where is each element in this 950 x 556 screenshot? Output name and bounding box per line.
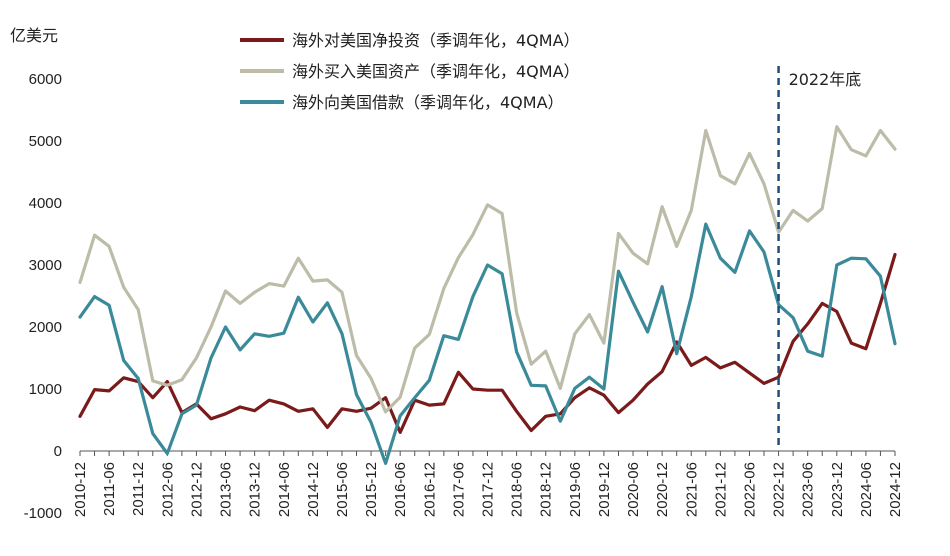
x-tick-label: 2013-06 [218,462,235,517]
y-tick-label: 5000 [29,133,62,150]
series-line-1 [78,252,897,434]
x-tick-label: 2021-12 [712,462,729,517]
x-tick-label: 2020-06 [625,462,642,517]
series-layer [78,125,897,465]
series-line-2 [78,125,897,414]
legend-label-3: 海外向美国借款（季调年化，4QMA） [292,93,564,112]
legend: 海外对美国净投资（季调年化，4QMA） 海外买入美国资产（季调年化，4QMA） 海外… [240,31,580,112]
x-tick-label: 2022-12 [771,462,788,517]
x-tick-label: 2017-06 [450,462,467,517]
x-tick-label: 2017-12 [480,462,497,517]
x-tick-label: 2021-06 [683,462,700,517]
annotation-label: 2022年底 [789,70,862,89]
x-tick-label: 2015-12 [363,462,380,517]
y-tick-label: 1000 [29,381,62,398]
y-tick-label: 2000 [29,319,62,336]
x-tick-label: 2023-12 [829,462,846,517]
x-tick-label: 2014-12 [305,462,322,517]
y-tick-label: 3000 [29,257,62,274]
x-tick-label: 2014-06 [276,462,293,517]
x-tick-label: 2023-06 [800,462,817,517]
legend-label-1: 海外对美国净投资（季调年化，4QMA） [292,31,580,50]
annotation-layer: 2022年底 [777,66,862,446]
x-tick-label: 2024-12 [887,462,904,517]
x-tick-label: 2024-06 [858,462,875,517]
y-axis-unit-label: 亿美元 [10,26,58,45]
x-tick-label: 2012-12 [188,462,205,517]
y-tick-label: 0 [54,443,62,460]
series-line-3 [78,222,897,465]
x-tick-label: 2013-12 [247,462,264,517]
x-tick-label: 2010-12 [72,462,89,517]
y-tick-label: 6000 [29,71,62,88]
y-tick-label: 4000 [29,195,62,212]
axes-layer: -1000 0 1000 2000 3000 4000 5000 6000 2010-12 201… [24,71,904,522]
x-tick-label: 2016-12 [421,462,438,517]
x-tick-label: 2019-12 [596,462,613,517]
x-tick-label: 2019-06 [567,462,584,517]
x-tick-label: 2018-06 [509,462,526,517]
x-tick-label: 2018-12 [538,462,555,517]
x-tick-label: 2015-06 [334,462,351,517]
x-tick-label: 2020-12 [654,462,671,517]
x-tick-label: 2012-06 [159,462,176,517]
legend-label-2: 海外买入美国资产（季调年化，4QMA） [292,62,580,81]
x-tick-label: 2016-06 [392,462,409,517]
x-tick-label: 2022-06 [741,462,758,517]
y-tick-label: -1000 [24,505,62,522]
x-tick-label: 2011-12 [130,462,147,516]
x-tick-label: 2011-06 [101,462,118,516]
